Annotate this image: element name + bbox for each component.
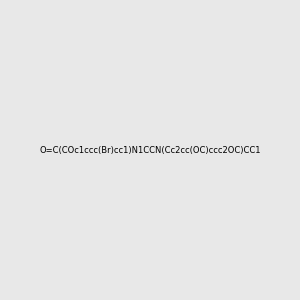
Text: O=C(COc1ccc(Br)cc1)N1CCN(Cc2cc(OC)ccc2OC)CC1: O=C(COc1ccc(Br)cc1)N1CCN(Cc2cc(OC)ccc2OC…	[39, 146, 261, 154]
